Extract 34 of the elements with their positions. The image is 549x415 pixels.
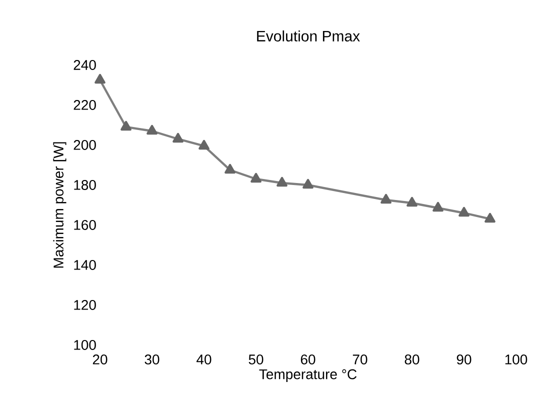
- x-tick-label: 40: [196, 354, 212, 364]
- point: [432, 202, 444, 212]
- point: [380, 194, 392, 204]
- x-axis-title: Temperature °C: [259, 369, 357, 382]
- point: [94, 74, 106, 84]
- point: [484, 212, 496, 223]
- y-axis-title: Maximum power [W]: [53, 142, 66, 268]
- point: [224, 164, 236, 174]
- x-tick-label: 70: [352, 354, 368, 364]
- x-tick-label: 100: [505, 354, 528, 364]
- y-tick-label: 120: [74, 300, 96, 310]
- point: [276, 176, 288, 187]
- x-tick-label: 50: [248, 354, 264, 364]
- point: [146, 124, 158, 135]
- x-tick-label: 60: [300, 354, 316, 364]
- y-tick-label: 220: [74, 100, 96, 110]
- point: [172, 132, 184, 143]
- x-tick-label: 30: [144, 354, 160, 364]
- point: [250, 172, 262, 183]
- point: [120, 120, 132, 131]
- y-tick-label: 200: [74, 140, 96, 150]
- x-tick-label: 80: [404, 354, 420, 364]
- y-tick-label: 140: [74, 260, 96, 270]
- y-tick-label: 240: [74, 60, 96, 70]
- point: [406, 196, 418, 207]
- x-tick-label: 20: [92, 354, 108, 364]
- chart-title: Evolution Pmax: [257, 30, 360, 42]
- y-tick-label: 160: [74, 220, 96, 230]
- x-tick-label: 90: [456, 354, 472, 364]
- y-tick-label: 100: [74, 340, 96, 350]
- point: [458, 206, 470, 217]
- y-tick-label: 180: [74, 180, 96, 190]
- point: [198, 140, 210, 150]
- point: [302, 178, 314, 189]
